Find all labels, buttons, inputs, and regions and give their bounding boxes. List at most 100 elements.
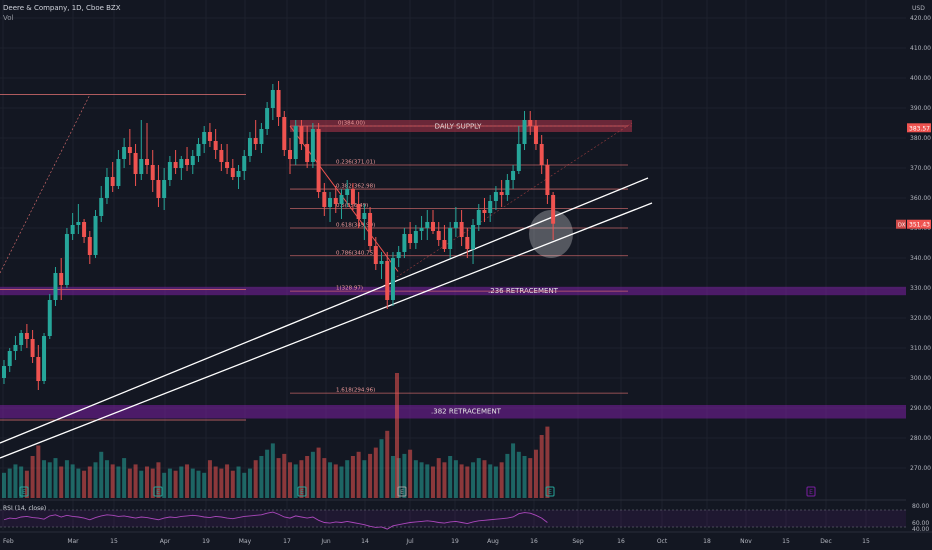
candle-body-68 [390, 258, 395, 300]
candle-body-26 [150, 165, 155, 180]
candle-body-56 [322, 192, 327, 207]
earnings-marker-2 [297, 486, 307, 497]
time-tick-20: 15 [862, 538, 870, 545]
volume-bar-41 [236, 466, 241, 498]
candle-body-63 [362, 213, 367, 219]
price-tick-14: 280.00 [910, 435, 931, 442]
price-tick-8: 340.00 [910, 255, 931, 262]
drawings: 0(384.00) 0.236(371.01) 0.382(362.98) 0.5(3… [0, 94, 653, 459]
candle-body-85 [488, 201, 493, 213]
dx-badge [896, 219, 906, 229]
current-price-badge [907, 219, 931, 229]
candle-body-69 [396, 252, 401, 258]
volume-bar-56 [322, 458, 327, 498]
time-tick-0: Feb [3, 538, 14, 545]
candle-body-8 [47, 300, 52, 336]
candle-body-72 [413, 231, 418, 243]
candle-body-57 [328, 198, 333, 207]
candle-body-31 [179, 159, 184, 168]
candle-body-38 [219, 150, 224, 162]
volume-bar-90 [516, 451, 521, 498]
candle-body-77 [442, 240, 447, 249]
price-tick-6: 360.00 [910, 195, 931, 202]
last-price-badge [907, 123, 931, 133]
candle-body-84 [482, 210, 487, 213]
candle-body-29 [167, 162, 172, 180]
time-tick-7: Jun [320, 538, 331, 545]
earnings-marker-label-4: E [548, 489, 552, 496]
candle-body-24 [139, 159, 144, 174]
volume-bar-95 [545, 426, 550, 498]
earnings-marker-label-2: E [300, 489, 304, 496]
volume-bar-19 [110, 464, 115, 498]
volume-bar-65 [373, 447, 378, 498]
volume-bar-77 [442, 462, 447, 498]
candle-body-59 [339, 195, 344, 204]
candle-body-87 [499, 192, 504, 195]
candle-body-13 [76, 222, 81, 225]
volume-bar-46 [265, 449, 270, 498]
volume-bar-42 [242, 472, 247, 498]
candle-body-79 [453, 222, 458, 228]
candle-body-20 [116, 159, 121, 186]
volume-bar-10 [59, 466, 64, 498]
volume-bar-84 [482, 460, 487, 498]
candle-body-23 [133, 153, 138, 174]
current-price-text: 351.43 [909, 222, 930, 229]
price-tick-11: 310.00 [910, 345, 931, 352]
candle-body-66 [379, 261, 384, 264]
volume-bar-24 [139, 470, 144, 498]
volume-bar-5 [30, 456, 35, 498]
highlight-circle [529, 210, 573, 258]
volume-bar-38 [219, 468, 224, 498]
candle-body-83 [476, 210, 481, 225]
volume-bar-35 [202, 472, 207, 498]
fib-label-6: 1(328.97) [336, 286, 363, 292]
axis-bg [906, 0, 932, 550]
volume-bar-61 [350, 456, 355, 498]
candle-body-14 [82, 222, 87, 237]
volume-bar-94 [539, 435, 544, 498]
candle-body-33 [190, 156, 195, 165]
candle-body-43 [247, 138, 252, 156]
volume-bar-86 [493, 466, 498, 498]
candle-body-44 [253, 138, 258, 144]
candle-body-12 [70, 225, 75, 234]
volume-bar-50 [288, 462, 292, 498]
candle-body-55 [316, 129, 321, 192]
volume-bar-20 [116, 466, 121, 498]
candle-body-60 [345, 189, 350, 195]
volume-bar-52 [299, 460, 304, 498]
time-axis: Feb Mar 15 Apr 19 May 17 Jun 14 Jul 19 Aug 16 Sep 16 Oc… [0, 531, 932, 550]
candle-body-30 [173, 162, 178, 168]
candle-body-35 [202, 132, 207, 144]
volume-bar-6 [36, 445, 41, 498]
candle-body-73 [419, 228, 424, 231]
volume-bar-49 [282, 453, 287, 498]
chart-header: Deere & Company, 1D, Cboe BZX Vol [3, 3, 121, 23]
volume-bar-34 [196, 470, 201, 498]
time-tick-15: Oct [657, 538, 668, 545]
candle-body-95 [545, 165, 550, 195]
candle-body-81 [465, 237, 470, 249]
price-tick-4: 380.00 [910, 135, 931, 142]
price-tick-2: 400.00 [910, 75, 931, 82]
earnings-marker-5 [806, 486, 816, 497]
earnings-marker-label-1: E [156, 489, 160, 496]
time-tick-4: 19 [202, 538, 210, 545]
volume-bar-45 [259, 456, 264, 498]
candle-body-46 [265, 108, 270, 129]
candle-body-89 [511, 171, 516, 180]
volume-bars [2, 373, 550, 498]
earnings-marker-label-3: E [400, 489, 404, 496]
retracement-382-zone [0, 405, 906, 419]
fib-label-3: 0.5(356.49) [336, 203, 368, 209]
volume-bar-51 [293, 464, 298, 498]
volume-bar-29 [167, 468, 172, 498]
candle-body-9 [53, 273, 58, 300]
volume-bar-59 [339, 466, 344, 498]
symbol-title[interactable]: Deere & Company, 1D, Cboe BZX [3, 4, 121, 12]
candle-body-5 [30, 339, 35, 357]
